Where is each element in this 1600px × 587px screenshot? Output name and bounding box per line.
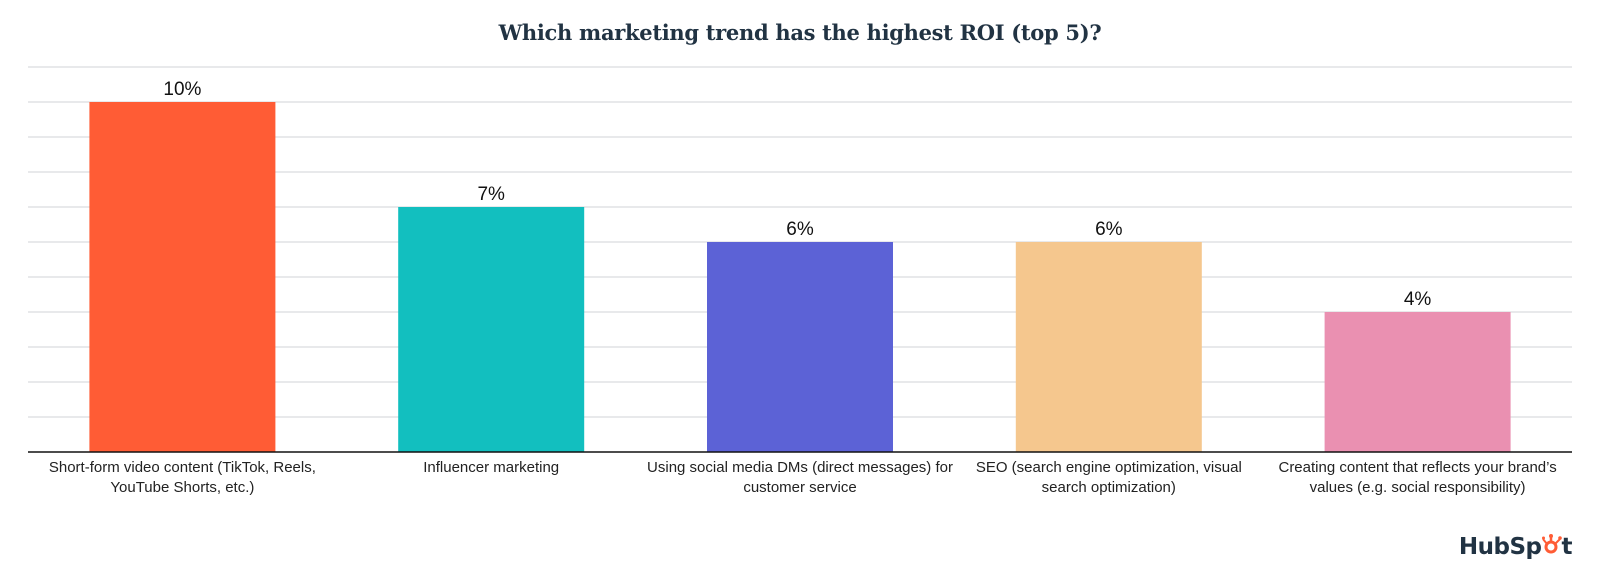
logo-text: HubSp (1458, 534, 1542, 560)
logo-text-end: t (1561, 534, 1573, 560)
bars (89, 102, 1511, 452)
sprocket-icon (1541, 533, 1562, 561)
bar (398, 207, 585, 452)
x-tick-label: Influencer marketing (423, 459, 560, 476)
data-label: 4% (1404, 289, 1432, 310)
data-label: 6% (786, 219, 814, 240)
bar (1324, 312, 1511, 452)
data-label: 6% (1095, 219, 1123, 240)
chart-title: Which marketing trend has the highest RO… (498, 20, 1102, 45)
x-tick-label: Using social media DMs (direct messages)… (647, 459, 953, 496)
x-tick-label: SEO (search engine optimization, visual … (975, 459, 1242, 496)
data-label: 7% (477, 184, 505, 205)
bar (707, 242, 893, 452)
bar (89, 102, 276, 452)
bar (1015, 242, 1202, 452)
data-label: 10% (163, 79, 201, 100)
value-labels: 10% 7% 6% 6% 4% (163, 79, 1431, 310)
x-tick-label: Short-form video content (TikTok, Reels,… (48, 459, 316, 496)
x-tick-label: Creating content that reflects your bran… (1278, 459, 1557, 496)
hubspot-logo: HubSp t (1459, 533, 1572, 561)
